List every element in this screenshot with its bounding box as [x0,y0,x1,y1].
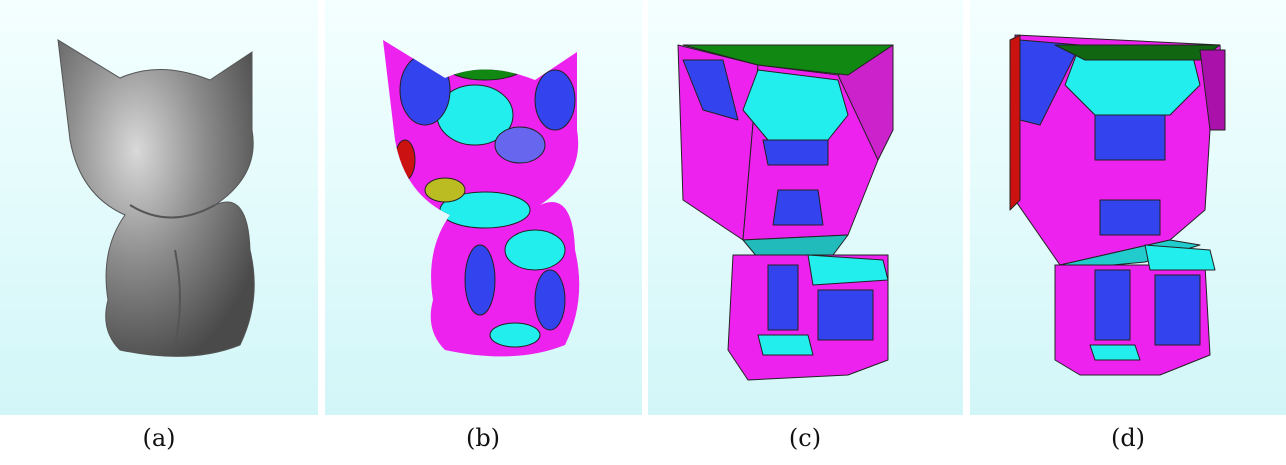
panel-a [0,0,318,415]
panel-c [648,0,963,415]
page: {"panels": [{"label": "(a)"}, {"label": … [0,0,1286,465]
panel-b [325,0,642,415]
panel-d [970,0,1286,415]
panel-caption: (d) [1111,424,1145,452]
figure: (a) (b) (c) (d) [0,0,1286,465]
panel-caption: (c) [789,424,821,452]
panel-caption: (a) [142,424,175,452]
panel-caption: (b) [466,424,500,452]
